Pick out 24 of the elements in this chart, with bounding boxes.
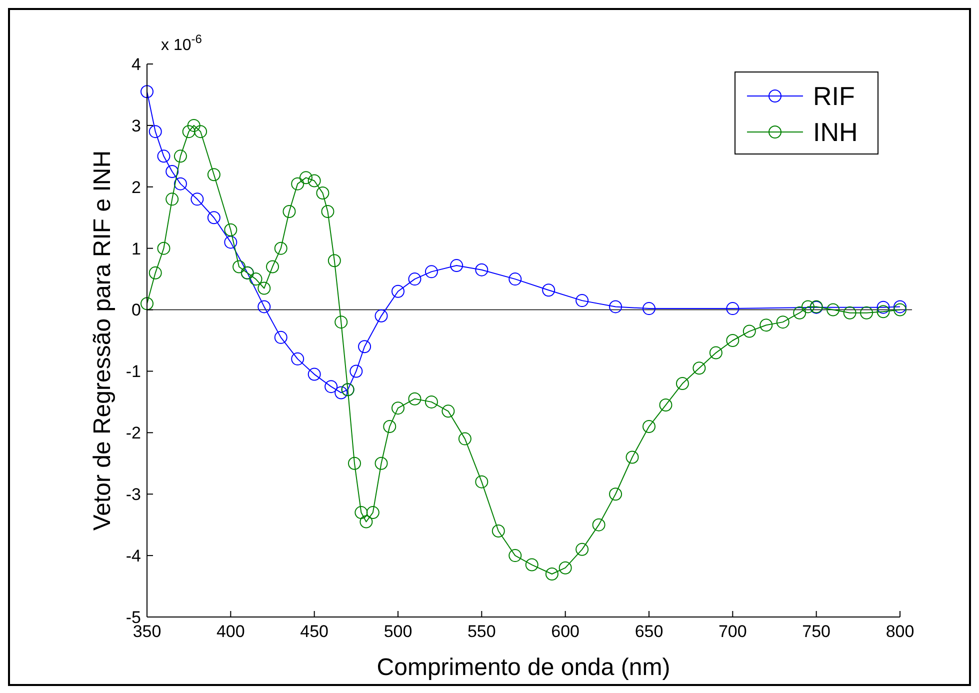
x-axis-title: Comprimento de onda (nm): [376, 654, 670, 681]
legend-label: RIF: [813, 81, 855, 112]
x-tick-label: 550: [467, 622, 496, 641]
y-tick-label: -3: [126, 485, 141, 504]
y-tick-label: 2: [132, 178, 141, 197]
x-tick-label: 750: [802, 622, 831, 641]
x-tick-label: 800: [886, 622, 914, 641]
y-tick-label: -2: [126, 424, 141, 443]
y-tick-label: 0: [132, 300, 141, 320]
y-tick-label: 3: [132, 116, 141, 136]
x-tick-label: 500: [384, 622, 412, 641]
y-tick-label: -1: [126, 362, 141, 382]
y-tick-label: 1: [132, 239, 141, 258]
x-tick-label: 450: [300, 622, 329, 641]
text: x 10$^{-6}$: [161, 32, 202, 54]
y-axis-title: Vetor de Regressão para RIF e INH: [89, 150, 116, 531]
x-tick-label: 350: [132, 622, 162, 641]
x-tick-label: 650: [634, 622, 664, 641]
y-tick-label: 4: [132, 54, 141, 74]
x-tick-label: 600: [551, 622, 580, 641]
x-tick-label: 700: [718, 622, 747, 641]
x-tick-label: 400: [216, 622, 245, 641]
legend-label: INH: [813, 117, 858, 148]
y-tick-label: -4: [126, 546, 141, 566]
